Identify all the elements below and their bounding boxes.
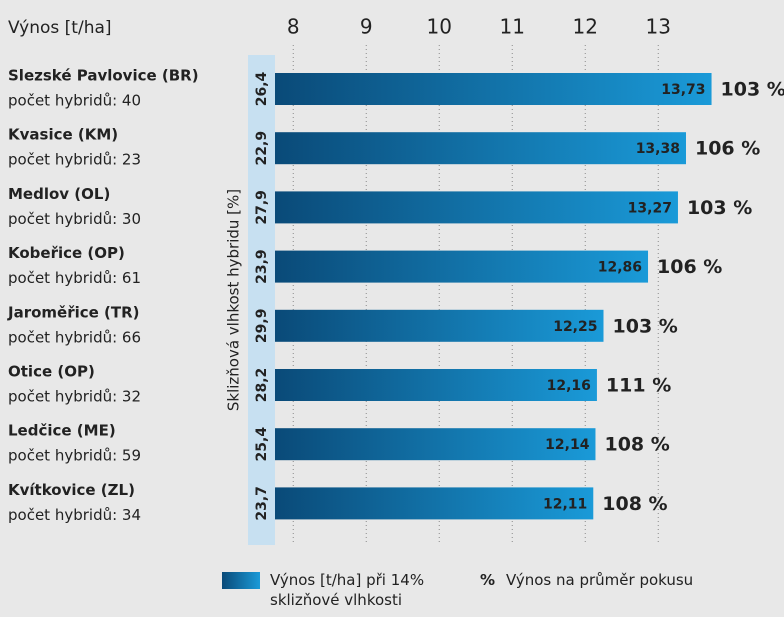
category-note: počet hybridů: 40 (8, 92, 141, 110)
bar (275, 250, 649, 283)
category-note: počet hybridů: 34 (8, 506, 141, 524)
moisture-label: 23,7 (254, 486, 270, 521)
percent-label: 106 % (695, 138, 760, 160)
x-tick-label: 8 (287, 15, 300, 39)
legend-label: Výnos [t/ha] při 14% sklizňové vlhkosti (270, 571, 425, 609)
bar (275, 369, 597, 401)
moisture-label: 27,9 (254, 190, 270, 225)
category-note: počet hybridů: 66 (8, 328, 141, 346)
percent-label: 103 % (613, 315, 678, 337)
moisture-label: 29,9 (254, 309, 270, 344)
category-label: Medlov (OL) (8, 185, 110, 203)
moisture-label: 22,9 (254, 131, 270, 166)
value-label: 12,86 (598, 260, 642, 276)
category-note: počet hybridů: 23 (8, 151, 141, 169)
legend-label: Výnos na průměr pokusu (506, 571, 694, 589)
value-label: 12,25 (553, 319, 597, 335)
value-label: 13,73 (661, 82, 705, 98)
percent-label: 111 % (606, 375, 671, 397)
percent-label: 103 % (687, 197, 752, 219)
x-tick-label: 12 (573, 15, 598, 39)
percent-label: 108 % (604, 434, 669, 456)
moisture-label: 28,2 (254, 368, 270, 403)
percent-label: 108 % (602, 493, 667, 515)
x-tick-label: 13 (646, 15, 671, 39)
x-tick-label: 11 (500, 15, 525, 39)
category-label: Slezské Pavlovice (BR) (8, 67, 199, 85)
legend-swatch (222, 572, 260, 589)
category-note: počet hybridů: 30 (8, 210, 141, 228)
legend-symbol: % (480, 571, 496, 589)
value-label: 12,14 (545, 437, 590, 453)
axis-title: Výnos [t/ha] (8, 18, 112, 38)
percent-label: 106 % (657, 256, 722, 278)
moisture-label: 26,4 (254, 71, 270, 106)
bar (275, 132, 686, 165)
category-label: Jaroměřice (TR) (7, 303, 140, 321)
moisture-label: 25,4 (254, 427, 270, 462)
moisture-band (248, 55, 275, 545)
value-label: 13,27 (628, 200, 672, 216)
value-label: 13,38 (636, 141, 680, 157)
category-label: Kvítkovice (ZL) (8, 481, 135, 499)
value-label: 12,11 (543, 496, 587, 512)
moisture-label: 23,9 (254, 249, 270, 284)
bar (275, 309, 604, 342)
value-label: 12,16 (547, 378, 591, 394)
percent-label: 103 % (721, 79, 784, 101)
category-note: počet hybridů: 59 (8, 447, 141, 465)
category-label: Ledčice (ME) (8, 422, 116, 440)
category-note: počet hybridů: 32 (8, 388, 141, 406)
category-label: Kobeřice (OP) (8, 244, 125, 262)
category-note: počet hybridů: 61 (8, 269, 141, 287)
bar (275, 191, 678, 224)
bar (275, 487, 594, 520)
category-label: Otice (OP) (8, 363, 95, 381)
x-tick-label: 9 (360, 15, 373, 39)
x-tick-label: 10 (427, 15, 452, 39)
bar (275, 428, 596, 461)
category-label: Kvasice (KM) (8, 126, 118, 144)
bar (275, 73, 712, 105)
moisture-axis-label: Sklizňová vlhkost hybridu [%] (225, 189, 243, 411)
